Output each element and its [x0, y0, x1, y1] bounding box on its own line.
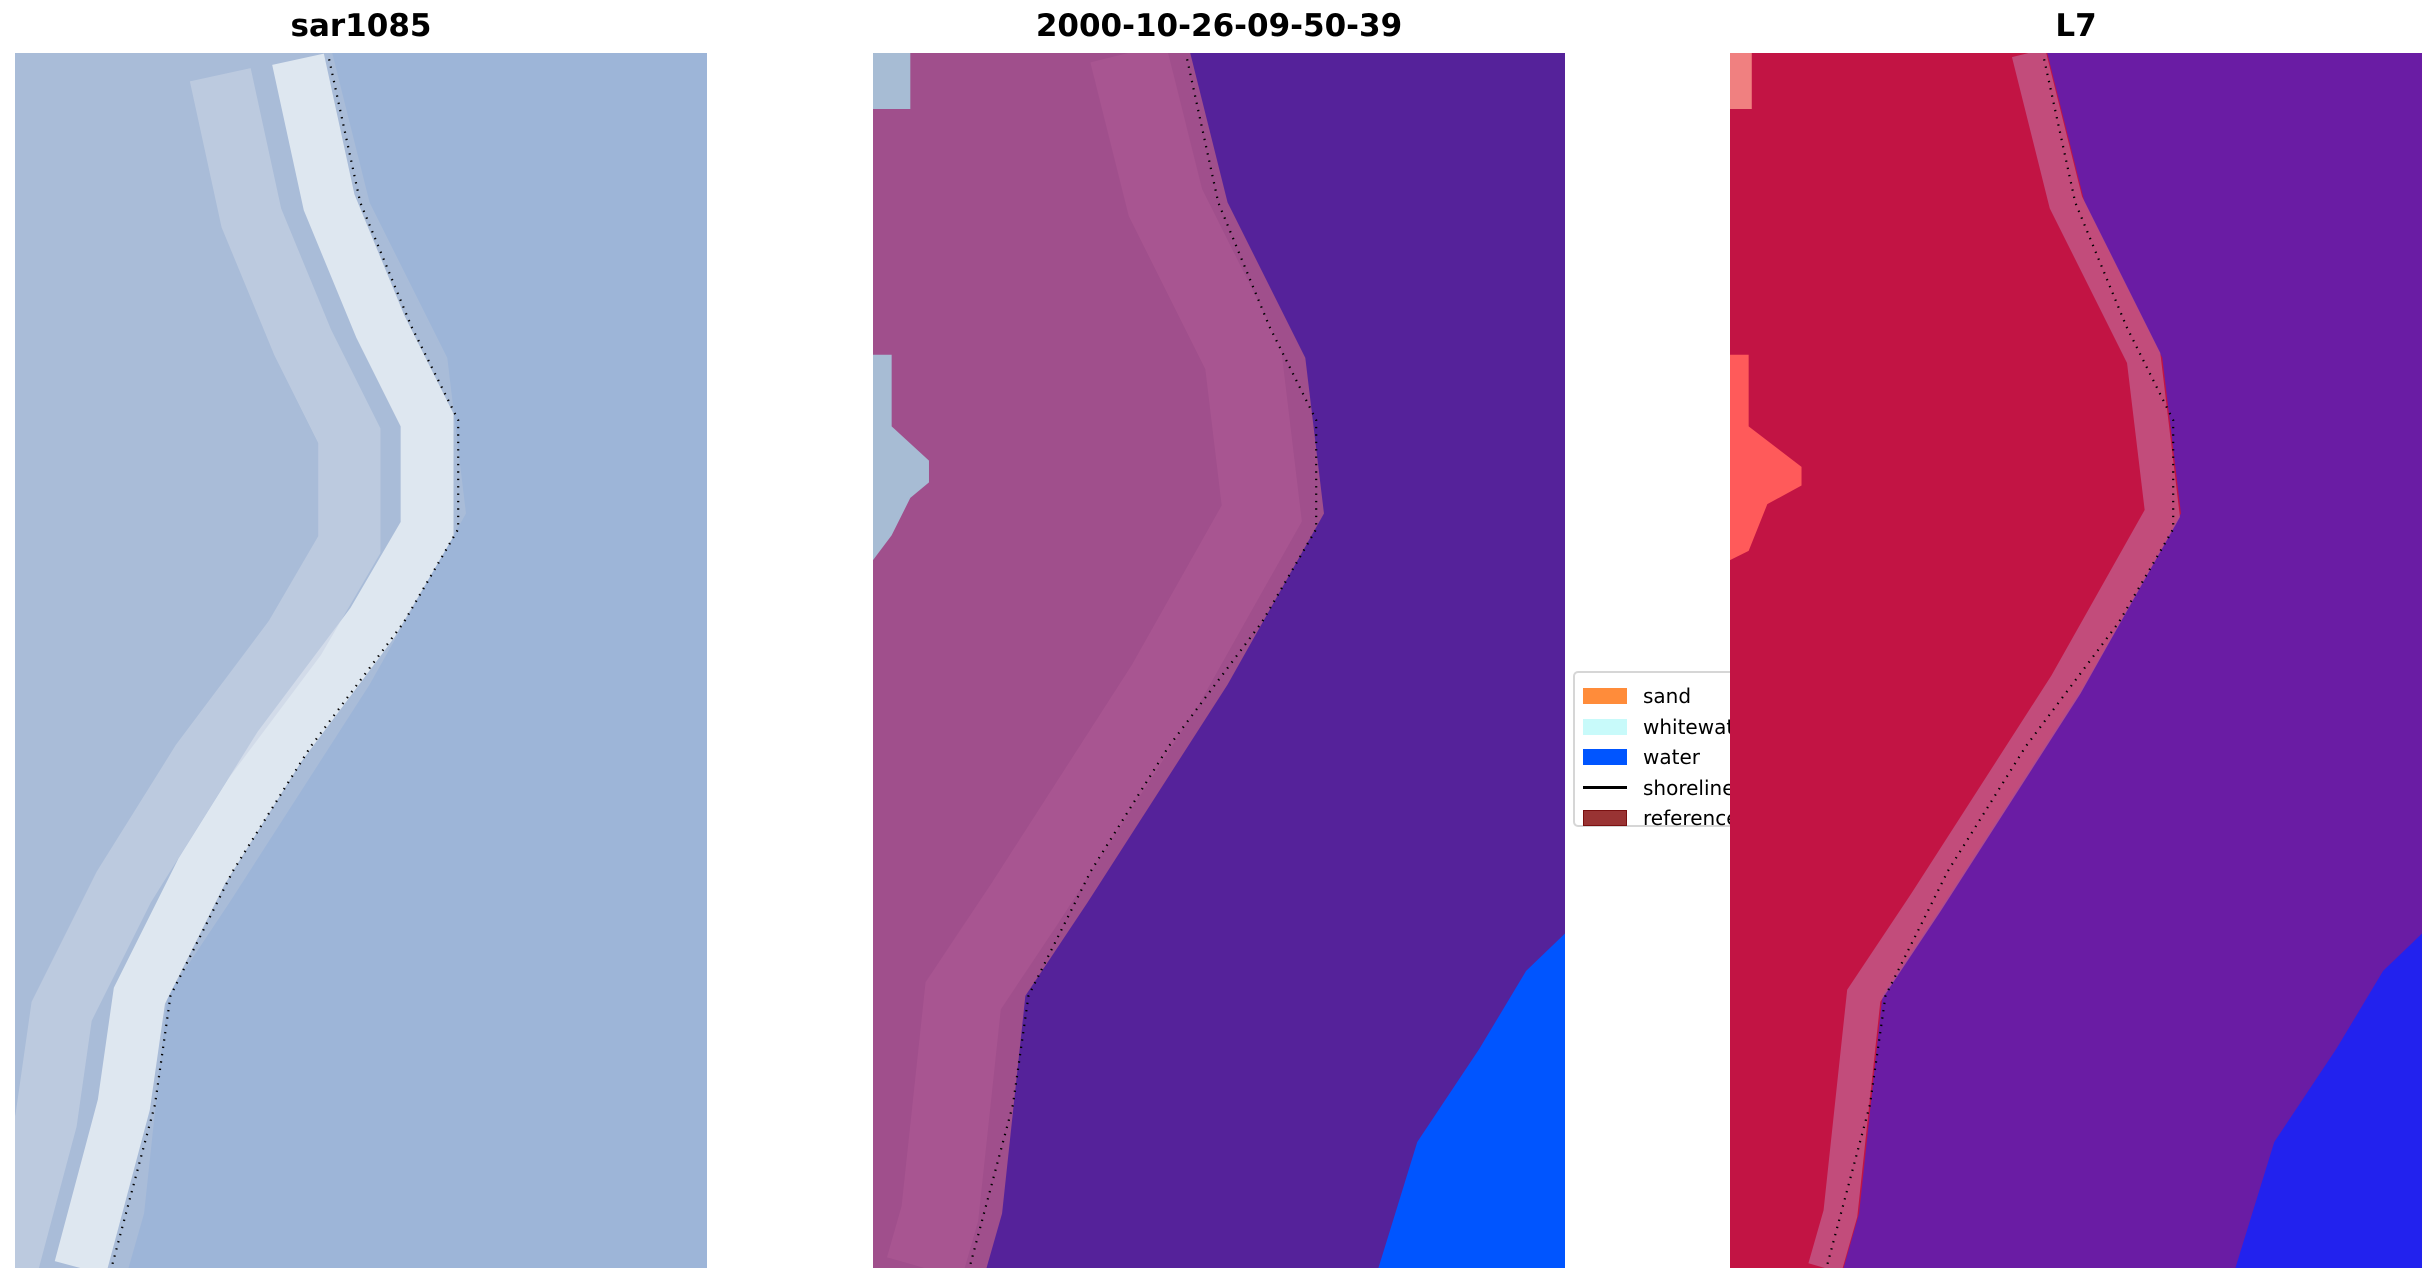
water-area	[2235, 933, 2422, 1268]
l7-image-panel	[1730, 53, 2422, 1268]
legend-swatch-water	[1583, 749, 1627, 766]
legend-item-water: water	[1583, 742, 1751, 773]
panel-title-2: 2000-10-26-09-50-39	[1035, 8, 1403, 44]
whitewater-patch	[873, 53, 911, 110]
red-patch	[1730, 53, 1752, 110]
shoreline	[1826, 59, 2173, 1268]
legend-item-sand: sand	[1583, 681, 1751, 712]
legend: sand whitewater water shoreline reference	[1573, 671, 1755, 830]
legend-swatch-sand	[1583, 688, 1627, 705]
transition-band	[1808, 53, 2180, 1268]
legend-label: sand	[1643, 684, 1692, 709]
legend-item-reference: reference	[1583, 803, 1751, 834]
shoreline	[969, 59, 1316, 1268]
shoreline	[111, 59, 458, 1268]
land-area	[1730, 53, 2181, 1268]
legend-swatch-shoreline	[1583, 786, 1627, 790]
legend-label: shoreline	[1643, 775, 1735, 800]
land-shade	[886, 53, 1302, 1268]
legend-label: water	[1643, 745, 1700, 770]
legend-swatch-whitewater	[1583, 718, 1627, 735]
whitewater-patch	[873, 354, 929, 561]
sar-image-panel	[15, 53, 707, 1268]
legend-item-shoreline: shoreline	[1583, 773, 1751, 804]
classified-image-panel	[873, 53, 1565, 1268]
legend-label: reference	[1643, 806, 1739, 831]
water-area	[1378, 933, 1565, 1268]
beach-band	[15, 68, 381, 1268]
legend-item-whitewater: whitewater	[1583, 712, 1755, 743]
panel-title-3: L7	[2055, 8, 2097, 44]
panel-title-1: sar1085	[290, 8, 432, 44]
legend-swatch-reference	[1583, 810, 1627, 827]
whitewater-band	[54, 53, 454, 1268]
red-patch	[1730, 354, 1802, 561]
